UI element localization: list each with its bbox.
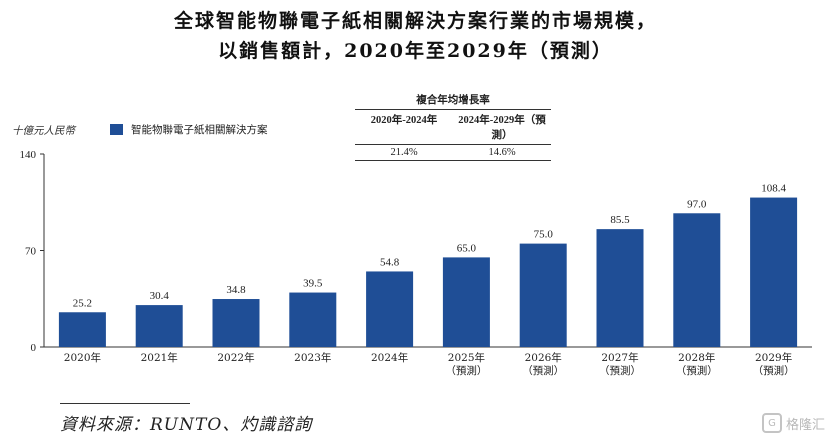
y-tick-label: 140 xyxy=(20,149,37,161)
y-tick-label: 0 xyxy=(31,342,37,354)
data-label: 75.0 xyxy=(534,229,554,241)
cagr-table: 複合年均增長率 2020年-2024年 2024年-2029年（預測） 21.4… xyxy=(355,92,551,161)
y-unit-label: 十億元人民幣 xyxy=(12,125,75,137)
bar xyxy=(750,197,798,347)
watermark-logo-icon: G xyxy=(761,413,782,433)
bar xyxy=(519,243,567,347)
bar xyxy=(289,292,337,347)
data-label: 39.5 xyxy=(303,278,323,290)
x-tick-label: 2024年 xyxy=(371,351,408,364)
data-label: 30.4 xyxy=(150,290,170,302)
source-divider xyxy=(60,403,190,404)
cagr-rate-2: 14.6% xyxy=(488,147,516,158)
bar xyxy=(673,213,721,347)
data-label: 25.2 xyxy=(73,297,92,309)
x-tick-label: 2025年 xyxy=(448,351,485,364)
bar xyxy=(596,229,644,347)
x-tick-sublabel: （預測） xyxy=(676,364,718,377)
data-label: 108.4 xyxy=(761,183,786,195)
x-tick-label: 2022年 xyxy=(217,351,254,364)
data-label: 65.0 xyxy=(457,242,477,254)
x-tick-label: 2026年 xyxy=(525,351,562,364)
watermark-text: 格隆汇 xyxy=(785,417,825,433)
chart-title-line2: 以銷售額計，2020年至2029年（預測） xyxy=(218,40,613,62)
x-tick-label: 2029年 xyxy=(755,351,792,364)
data-label: 97.0 xyxy=(687,198,707,210)
data-label: 54.8 xyxy=(380,256,400,268)
legend-label: 智能物聯電子紙相關解決方案 xyxy=(131,124,268,136)
x-tick-label: 2028年 xyxy=(678,351,715,364)
legend-swatch xyxy=(110,124,123,135)
bar xyxy=(135,305,183,347)
bar xyxy=(442,257,490,347)
cagr-period-1: 2020年-2024年 xyxy=(370,115,438,126)
bar xyxy=(58,312,106,347)
bar xyxy=(366,271,414,347)
x-tick-label: 2021年 xyxy=(141,351,178,364)
watermark: G 格隆汇 xyxy=(761,413,825,433)
data-label: 85.5 xyxy=(610,214,630,226)
x-tick-sublabel: （預測） xyxy=(445,364,487,377)
chart-title-line1: 全球智能物聯電子紙相關解決方案行業的市場規模， xyxy=(173,10,657,32)
x-tick-sublabel: （預測） xyxy=(522,364,564,377)
source-note: 資料來源：RUNTO、灼識諮詢 xyxy=(60,415,313,435)
cagr-period-2: 2024年-2029年（預測） xyxy=(458,115,546,141)
bar xyxy=(212,299,260,347)
x-tick-label: 2023年 xyxy=(294,351,331,364)
x-tick-label: 2020年 xyxy=(64,351,101,364)
x-tick-sublabel: （預測） xyxy=(599,364,641,377)
y-tick-label: 70 xyxy=(25,246,37,258)
cagr-rate-1: 21.4% xyxy=(390,147,418,158)
cagr-header: 複合年均增長率 xyxy=(355,92,551,110)
x-tick-sublabel: （預測） xyxy=(753,364,795,377)
data-label: 34.8 xyxy=(226,284,246,296)
x-tick-label: 2027年 xyxy=(601,351,638,364)
chart-legend: 智能物聯電子紙相關解決方案 xyxy=(110,122,268,137)
